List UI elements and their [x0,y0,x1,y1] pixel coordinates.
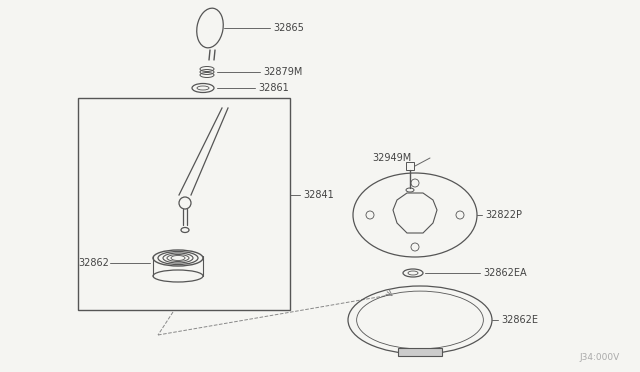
Bar [78,98,290,310]
Text: 32861: 32861 [258,83,289,93]
Bar [406,162,414,170]
Text: 32865: 32865 [273,23,304,33]
Text: 32879M: 32879M [263,67,302,77]
Text: 32862E: 32862E [501,315,538,325]
Text: 32822P: 32822P [485,210,522,220]
Bar [398,348,442,356]
Text: 32862EA: 32862EA [483,268,527,278]
Text: 32841: 32841 [303,190,333,200]
Text: 32949M: 32949M [372,153,412,163]
Text: J34:000V: J34:000V [580,353,620,362]
Text: 32862: 32862 [78,258,109,268]
